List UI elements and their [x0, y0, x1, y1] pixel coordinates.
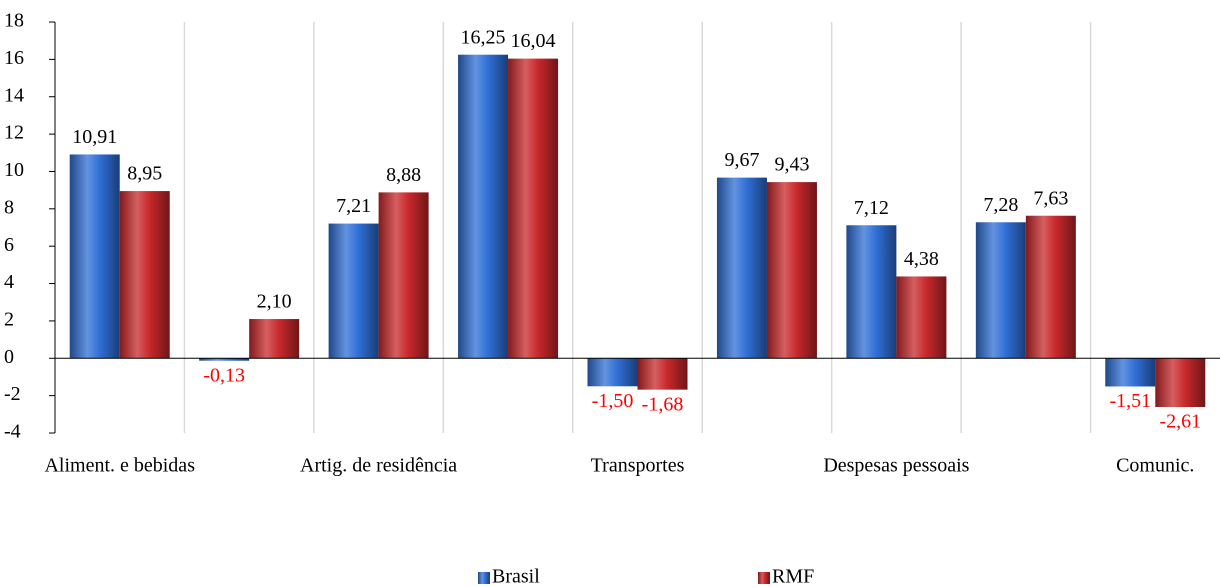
bar [637, 358, 688, 390]
legend-swatch [478, 572, 490, 584]
value-label: 2,10 [257, 291, 292, 313]
x-tick-label: Transportes [591, 455, 685, 477]
value-label: -2,61 [1159, 411, 1201, 433]
y-tick-label: 12 [4, 122, 24, 144]
x-tick-label: Artig. de residência [300, 455, 457, 477]
value-label: -1,68 [642, 393, 684, 415]
bar [378, 192, 429, 359]
y-tick-label: -4 [4, 421, 21, 443]
bar [1155, 358, 1206, 408]
x-tick-label: Aliment. e bebidas [44, 455, 195, 477]
bar [328, 223, 379, 359]
bar [716, 177, 767, 359]
y-tick-label: -2 [4, 383, 21, 405]
value-label: 8,88 [386, 164, 421, 186]
value-label: 9,67 [724, 149, 759, 171]
bar [846, 225, 897, 359]
bar [1025, 215, 1076, 359]
value-label: 8,95 [127, 163, 162, 185]
value-label: 7,28 [983, 194, 1018, 216]
value-label: -1,50 [592, 390, 634, 412]
y-tick-label: 6 [4, 234, 14, 256]
bar [69, 154, 120, 359]
value-label: 7,63 [1033, 187, 1068, 209]
bar [119, 191, 170, 359]
y-tick-label: 14 [4, 84, 24, 106]
y-tick-label: 16 [4, 47, 24, 69]
y-tick-label: 10 [4, 159, 24, 181]
bar [766, 182, 817, 359]
x-tick-label: Despesas pessoais [823, 455, 969, 477]
bar [458, 54, 509, 359]
value-label: 7,21 [336, 195, 371, 217]
bar [508, 58, 559, 359]
value-label: -0,13 [203, 364, 245, 386]
value-label: -1,51 [1109, 390, 1151, 412]
bar [896, 276, 947, 359]
bar [199, 358, 250, 361]
value-label: 16,04 [511, 30, 556, 52]
y-tick-label: 8 [4, 196, 14, 218]
legend-swatch [758, 572, 770, 584]
value-label: 7,12 [854, 197, 889, 219]
value-label: 16,25 [461, 26, 506, 48]
bar [975, 222, 1026, 359]
y-tick-label: 18 [4, 10, 24, 32]
y-tick-label: 0 [4, 346, 14, 368]
legend-label: RMF [772, 566, 814, 587]
bar [1105, 358, 1156, 387]
y-tick-label: 4 [4, 271, 14, 293]
bar [249, 319, 300, 359]
legend-label: Brasil [492, 566, 540, 587]
value-label: 4,38 [904, 248, 939, 270]
bar [587, 358, 638, 387]
value-label: 10,91 [72, 126, 117, 148]
value-label: 9,43 [774, 154, 809, 176]
x-tick-label: Comunic. [1116, 455, 1194, 477]
y-tick-label: 2 [4, 309, 14, 331]
